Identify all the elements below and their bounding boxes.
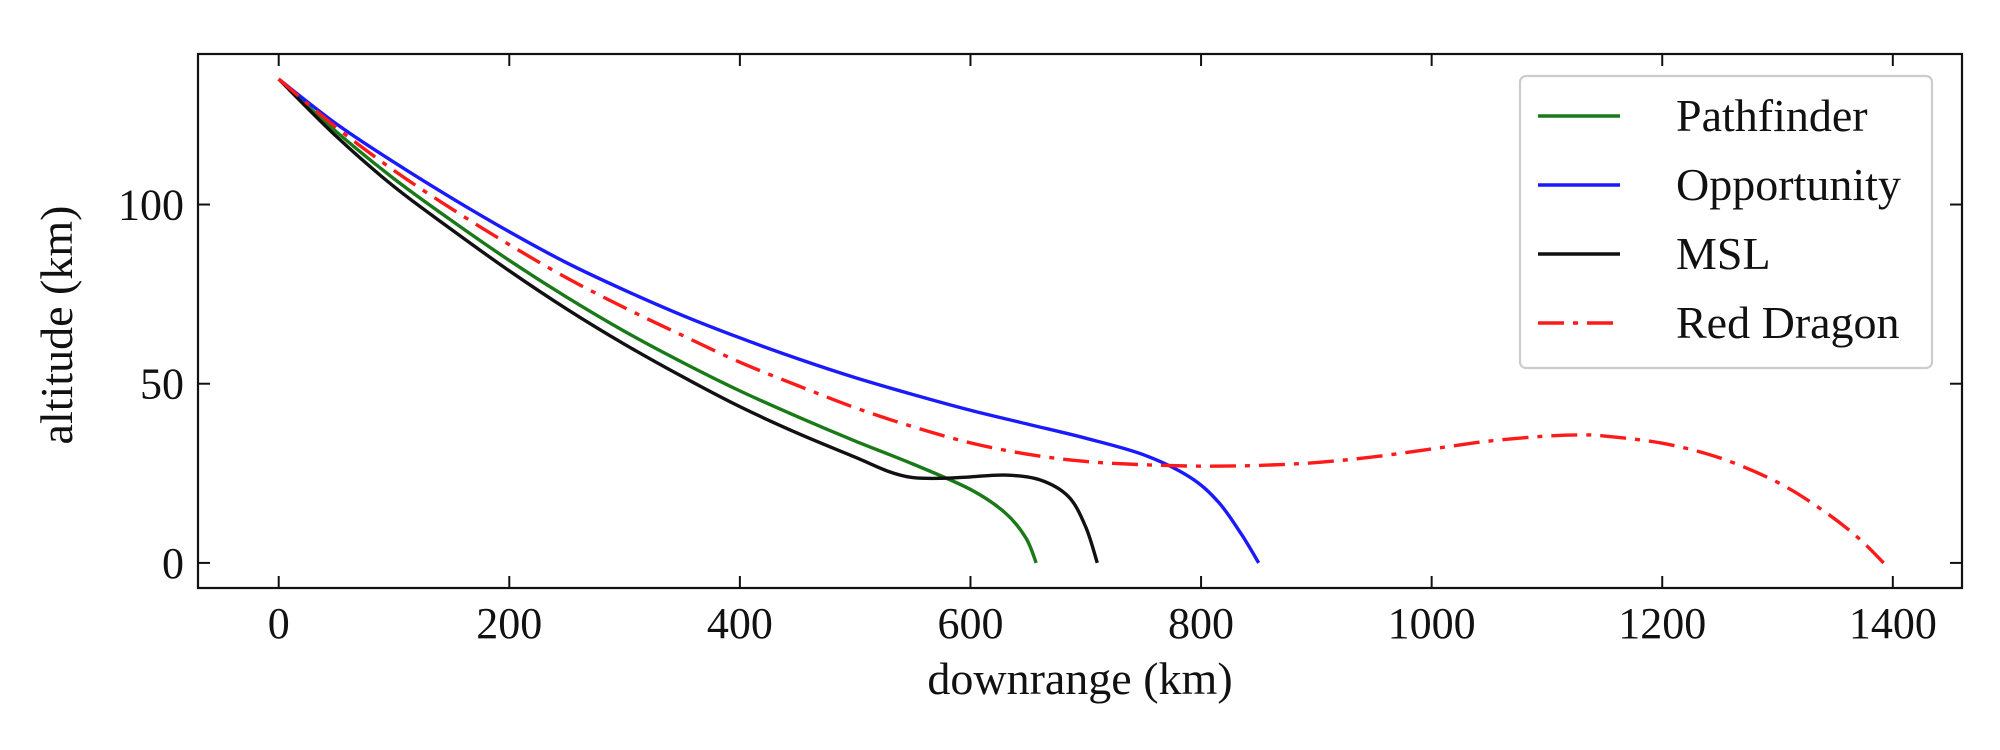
legend-label-red-dragon: Red Dragon bbox=[1676, 297, 1900, 348]
x-tick-label: 0 bbox=[268, 599, 290, 648]
legend-label-msl: MSL bbox=[1676, 228, 1771, 279]
legend: Pathfinder Opportunity MSL Red Dragon bbox=[1518, 74, 1934, 370]
x-tick-label: 400 bbox=[707, 599, 773, 648]
y-tick-label: 100 bbox=[118, 181, 184, 230]
x-tick-label: 600 bbox=[937, 599, 1003, 648]
y-axis-label: altitude (km) bbox=[31, 206, 82, 445]
x-tick-label: 1200 bbox=[1618, 599, 1706, 648]
series-line-pathfinder bbox=[277, 77, 1038, 564]
series-line-opportunity bbox=[277, 77, 1261, 564]
x-tick-label: 800 bbox=[1168, 599, 1234, 648]
legend-box bbox=[1518, 74, 1934, 370]
y-tick-label: 0 bbox=[162, 539, 184, 588]
x-tick-label: 1000 bbox=[1388, 599, 1476, 648]
series-line-red-dragon bbox=[277, 77, 1885, 565]
x-axis-label: downrange (km) bbox=[927, 653, 1232, 704]
series-line-msl bbox=[277, 77, 1099, 564]
series-layer bbox=[277, 77, 1885, 565]
x-tick-label: 1400 bbox=[1849, 599, 1937, 648]
legend-label-opportunity: Opportunity bbox=[1676, 159, 1901, 210]
plot-frame bbox=[196, 52, 1964, 590]
y-tick-label: 50 bbox=[140, 360, 184, 409]
x-tick-label: 200 bbox=[476, 599, 542, 648]
legend-label-pathfinder: Pathfinder bbox=[1676, 90, 1868, 141]
axes-layer: 0 200 400 600 800 1000 1200 1400 0 50 100 downrange… bbox=[31, 52, 1964, 704]
